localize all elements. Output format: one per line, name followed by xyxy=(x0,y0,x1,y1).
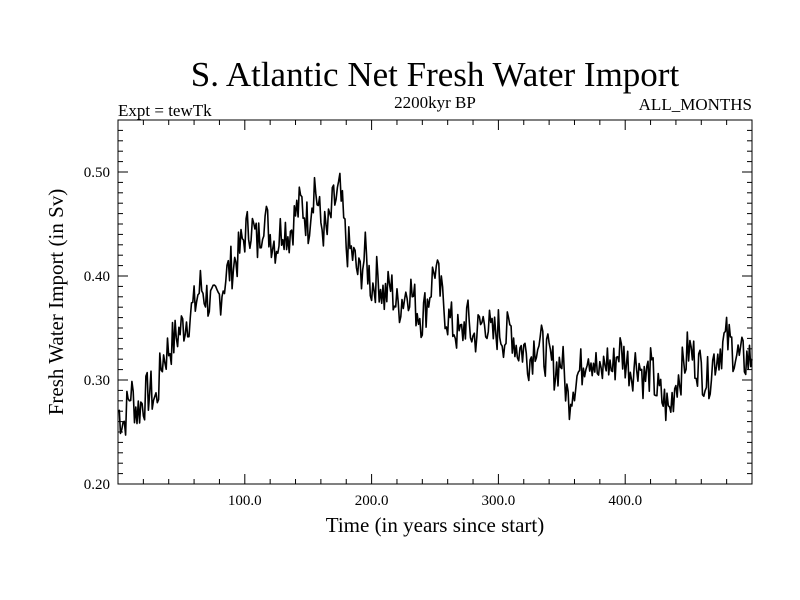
experiment-label: Expt = tewTk xyxy=(118,101,212,120)
x-tick-label: 100.0 xyxy=(228,493,262,509)
x-tick-label: 300.0 xyxy=(482,493,516,509)
y-tick-label: 0.40 xyxy=(84,269,110,285)
time-period-label: 2200kyr BP xyxy=(394,93,476,112)
plot-frame xyxy=(117,119,753,485)
x-axis-label: Time (in years since start) xyxy=(326,513,545,537)
months-label: ALL_MONTHS xyxy=(639,95,752,114)
y-tick-label: 0.20 xyxy=(84,477,110,493)
y-tick-label: 0.50 xyxy=(84,165,110,181)
series-line xyxy=(117,172,753,436)
y-tick-label: 0.30 xyxy=(84,373,110,389)
y-axis-label: Fresh Water Import (in Sv) xyxy=(44,189,68,416)
x-tick-label: 400.0 xyxy=(608,493,642,509)
ticks-layer: 100.0 200.0 300.0 400.0 0.20 0.30 0.40 0.50 xyxy=(84,120,752,509)
chart-title: S. Atlantic Net Fresh Water Import xyxy=(191,55,680,94)
x-tick-label: 200.0 xyxy=(355,493,389,509)
